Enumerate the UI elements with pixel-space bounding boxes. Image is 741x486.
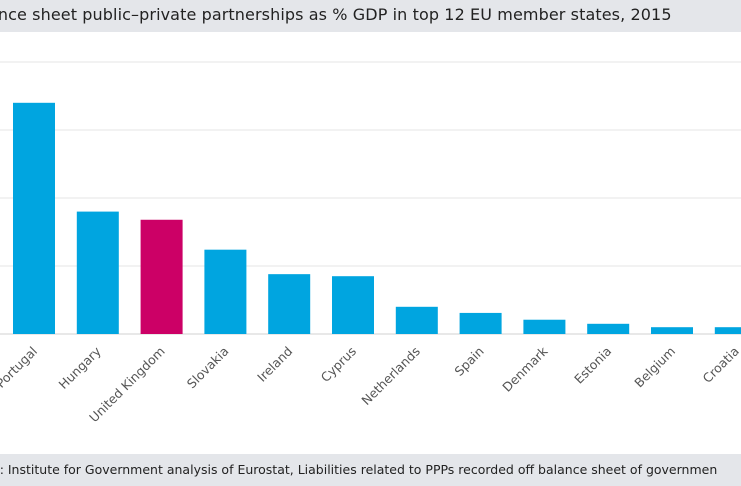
tick-label-spain: Spain — [451, 344, 486, 379]
tick-label-slovakia: Slovakia — [184, 344, 232, 392]
bar-croatia — [714, 327, 741, 334]
chart-title: ance sheet public–private partnerships a… — [0, 5, 672, 24]
bar-spain — [459, 312, 502, 334]
tick-label-hungary: Hungary — [56, 343, 105, 392]
bar-hungary — [76, 211, 119, 334]
tick-label-estonia: Estonia — [571, 344, 614, 387]
bar-denmark — [523, 319, 566, 334]
tick-label-ireland: Ireland — [254, 344, 295, 385]
bar-ireland — [268, 274, 311, 334]
bar-cyprus — [332, 276, 374, 334]
source-note: e: Institute for Government analysis of … — [0, 462, 718, 477]
bar-estonia — [587, 323, 630, 334]
bar-united-kingdom — [140, 219, 183, 334]
title-bar: ance sheet public–private partnerships a… — [0, 0, 741, 32]
bar-portugal — [13, 102, 55, 334]
tick-label-portugal: Portugal — [0, 344, 40, 391]
bar-netherlands — [395, 306, 438, 334]
tick-label-belgium: Belgium — [631, 344, 678, 391]
tick-label-croatia: Croatia — [700, 344, 741, 386]
tick-label-cyprus: Cyprus — [318, 344, 359, 385]
bar-belgium — [651, 327, 693, 334]
tick-label-denmark: Denmark — [499, 343, 551, 395]
tick-label-netherlands: Netherlands — [358, 344, 422, 408]
bar-slovakia — [204, 249, 247, 334]
source-bar: e: Institute for Government analysis of … — [0, 454, 741, 486]
bars — [13, 102, 741, 334]
